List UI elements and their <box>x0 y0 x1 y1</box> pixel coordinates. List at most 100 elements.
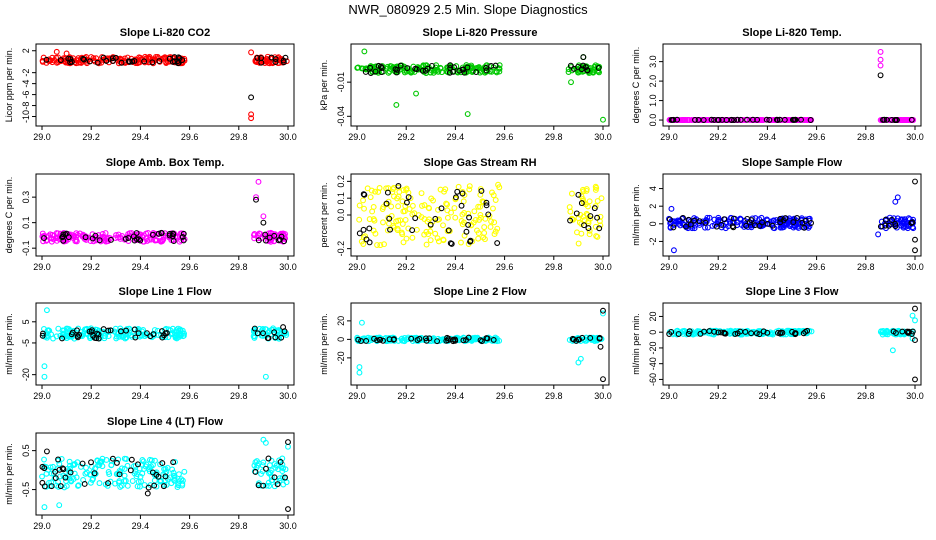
outlier-point <box>875 231 882 238</box>
data-point <box>368 187 375 194</box>
data-point <box>480 234 487 241</box>
data-point <box>279 468 286 475</box>
outlier-point <box>356 369 363 376</box>
reference-point <box>424 65 431 72</box>
data-point <box>83 464 89 471</box>
points-black <box>39 439 291 513</box>
data-point <box>487 224 494 230</box>
reference-point <box>742 329 749 335</box>
x-tick-label: 29.6 <box>181 132 199 142</box>
data-point <box>427 237 434 244</box>
data-point <box>704 224 711 231</box>
x-tick-label: 29.2 <box>82 262 100 272</box>
panel-5: Slope Gas Stream RH 29.0 29.2 29.4 29.6 29.8 3… <box>319 157 612 272</box>
reference-point <box>179 233 186 240</box>
reference-point <box>756 331 763 338</box>
reference-point <box>48 483 55 490</box>
panel-title: Slope Sample Flow <box>742 157 843 169</box>
data-point <box>66 458 73 465</box>
reference-point <box>573 210 580 217</box>
x-tick-label: 29.0 <box>33 391 51 401</box>
reference-point <box>149 59 156 66</box>
reference-point <box>792 331 799 338</box>
data-point <box>100 56 107 63</box>
reference-point <box>776 116 783 123</box>
data-point <box>102 230 109 236</box>
outlier-point <box>356 364 363 371</box>
reference-point <box>409 227 416 234</box>
outlier-point <box>260 213 267 220</box>
reference-point <box>383 200 390 207</box>
reference-point <box>427 221 434 228</box>
reference-point <box>701 328 708 335</box>
y-axis-label: ml/min per min. <box>4 443 14 505</box>
outlier-point <box>361 48 368 55</box>
reference-outlier-point <box>144 490 151 497</box>
y-tick-label: -0.1 <box>21 240 31 256</box>
data-point <box>49 463 56 470</box>
data-point <box>99 463 106 470</box>
data-point <box>443 68 450 75</box>
reference-point <box>753 330 760 337</box>
reference-point <box>780 217 787 224</box>
reference-point <box>100 326 107 333</box>
reference-point <box>483 64 490 71</box>
data-point <box>421 202 428 209</box>
reference-point <box>473 69 480 76</box>
reference-outlier-point <box>597 343 604 350</box>
reference-point <box>691 217 698 224</box>
reference-point <box>89 235 96 242</box>
plot-frame <box>662 43 922 127</box>
data-point <box>381 241 387 248</box>
reference-point <box>260 482 267 489</box>
outlier-point <box>889 347 896 354</box>
data-point <box>59 327 66 334</box>
reference-point <box>268 54 275 61</box>
reference-point <box>113 459 120 466</box>
data-point <box>461 209 468 216</box>
data-point <box>423 62 430 69</box>
data-point <box>702 117 709 123</box>
y-tick-label: 2 <box>648 204 658 209</box>
data-point <box>496 62 503 69</box>
data-point <box>53 230 60 237</box>
x-tick-label: 29.0 <box>348 262 366 272</box>
reference-point <box>393 69 400 76</box>
reference-point <box>262 231 269 238</box>
points-cyan <box>41 307 290 380</box>
panel-title: Slope Amb. Box Temp. <box>106 157 225 169</box>
data-point <box>471 208 478 215</box>
reference-point <box>483 335 490 342</box>
data-point <box>460 198 467 205</box>
data-point <box>266 462 273 469</box>
points-black <box>666 178 918 254</box>
reference-point <box>715 117 722 123</box>
y-tick-label: 0.0 <box>648 114 658 127</box>
data-point <box>459 211 466 218</box>
outlier-point <box>393 101 400 108</box>
points-magenta <box>666 48 917 124</box>
x-tick-label: 30.0 <box>279 262 297 272</box>
reference-point <box>88 459 94 466</box>
reference-outlier-point <box>912 236 918 243</box>
plot-frame <box>350 302 610 386</box>
reference-point <box>161 332 167 339</box>
data-point <box>586 231 593 238</box>
reference-point <box>180 230 187 237</box>
reference-point <box>43 56 50 63</box>
reference-point <box>748 217 755 224</box>
reference-point <box>74 333 81 340</box>
reference-point <box>579 334 586 341</box>
reference-point <box>405 194 412 201</box>
data-point <box>115 234 121 241</box>
data-point <box>482 215 489 222</box>
reference-point <box>52 468 59 475</box>
x-tick-label: 29.6 <box>496 132 514 142</box>
data-point <box>97 238 104 245</box>
data-point <box>266 482 273 489</box>
reference-point <box>483 67 490 74</box>
points-black <box>41 196 288 245</box>
data-point <box>894 215 901 222</box>
reference-point <box>55 456 62 463</box>
